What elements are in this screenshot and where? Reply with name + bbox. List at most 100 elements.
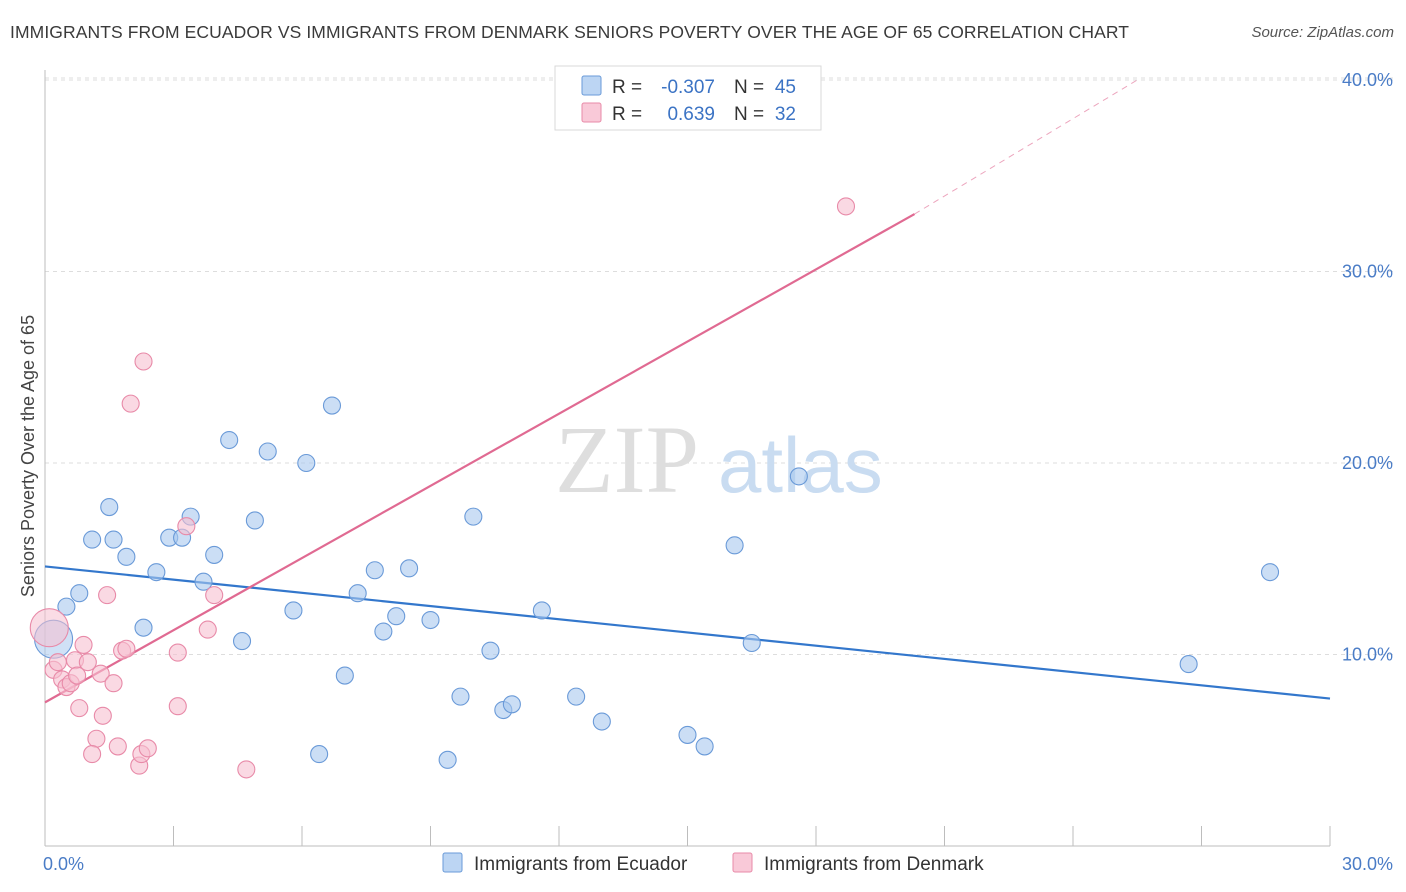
data-point-ecuador [310,745,329,764]
data-point-ecuador [481,641,500,660]
legend-swatch-ecuador [581,75,602,96]
data-point-ecuador [451,687,470,706]
x-tick-label-min: 0.0% [43,854,84,874]
data-point-denmark [48,653,67,672]
data-point-ecuador [1260,563,1280,582]
legend-r-value-ecuador: -0.307 [661,77,715,98]
data-point-ecuador [365,561,384,580]
data-points [29,197,1280,779]
data-point-ecuador [421,610,440,630]
data-point-denmark [87,729,106,748]
trend-lines [44,79,1331,704]
data-point-denmark [29,608,69,648]
legend-n-value-ecuador: 45 [775,77,796,98]
watermark-atlas: atlas [718,421,883,509]
data-point-denmark [78,653,97,672]
trend-line-ecuador [44,565,1331,700]
data-point-ecuador [70,584,89,603]
data-point-denmark [74,635,93,654]
data-point-ecuador [348,584,367,603]
data-point-ecuador [725,536,744,555]
correlation-legend: R = -0.307 N = 45 R = 0.639 N = 32 [554,65,822,131]
data-point-ecuador [117,547,136,566]
data-point-ecuador [532,601,551,620]
source-credit: Source: ZipAtlas.com [1251,24,1394,41]
data-point-ecuador [104,530,123,549]
data-point-ecuador [464,507,483,526]
data-point-ecuador [742,633,761,653]
data-point-ecuador [220,430,239,450]
data-point-ecuador [147,563,166,582]
data-point-ecuador [100,497,119,517]
data-point-denmark [138,739,157,758]
data-point-denmark [121,394,140,413]
y-tick-label: 40.0% [1342,70,1393,90]
series-legend: Immigrants from Ecuador Immigrants from … [442,852,984,875]
x-tick-label-max: 30.0% [1342,854,1393,874]
data-point-denmark [70,699,89,718]
x-axis-ticks [44,826,1331,846]
y-tick-label: 20.0% [1342,453,1393,473]
data-point-ecuador [592,712,611,731]
series-legend-swatch-ecuador [442,852,463,873]
y-tick-label: 30.0% [1342,262,1393,282]
legend-n-value-denmark: 32 [775,104,796,125]
trend-line-denmark [44,213,916,704]
data-point-ecuador [1179,655,1198,674]
data-point-ecuador [134,618,153,637]
data-point-ecuador [400,559,419,578]
data-point-ecuador [695,737,714,756]
data-point-denmark [68,666,87,685]
data-point-denmark [237,760,256,779]
data-point-ecuador [335,666,354,685]
data-point-ecuador [678,725,697,744]
trend-extension-denmark [914,79,1138,215]
data-point-denmark [836,197,856,216]
chart-title: IMMIGRANTS FROM ECUADOR VS IMMIGRANTS FR… [10,22,1130,42]
data-point-ecuador [83,530,102,549]
data-point-ecuador [567,687,586,706]
data-point-ecuador [374,622,393,641]
series-legend-label-ecuador: Immigrants from Ecuador [474,854,688,875]
series-legend-label-denmark: Immigrants from Denmark [764,854,984,875]
data-point-denmark [205,586,224,605]
data-point-ecuador [322,396,342,415]
gridlines [45,77,1393,655]
data-point-ecuador [284,601,303,620]
data-point-denmark [83,745,102,764]
data-point-ecuador [57,597,76,616]
legend-n-label-denmark: N = [734,104,764,125]
data-point-denmark [93,706,112,725]
data-point-denmark [98,586,117,605]
legend-n-label-ecuador: N = [734,77,764,98]
y-axis-label: Seniors Poverty Over the Age of 65 [18,315,38,597]
data-point-denmark [168,697,187,716]
data-point-denmark [177,517,196,536]
data-point-ecuador [258,442,277,461]
data-point-denmark [168,643,187,662]
data-point-ecuador [438,750,457,769]
data-point-denmark [198,620,217,639]
data-point-denmark [117,639,136,658]
data-point-denmark [91,664,110,683]
data-point-ecuador [502,695,521,714]
data-point-denmark [104,674,123,693]
series-legend-swatch-denmark [732,852,753,873]
data-point-ecuador [245,511,264,530]
legend-r-label-denmark: R = [612,104,642,125]
y-tick-labels: 10.0% 20.0% 30.0% 40.0% [1342,70,1393,665]
data-point-ecuador [789,467,808,486]
data-point-ecuador [205,545,224,564]
legend-r-label-ecuador: R = [612,77,642,98]
y-tick-label: 10.0% [1342,645,1393,665]
data-point-ecuador [387,607,406,626]
data-point-ecuador [194,572,213,591]
watermark-zip: ZIP [555,406,699,513]
legend-swatch-denmark [581,102,602,123]
data-point-denmark [134,352,153,371]
data-point-denmark [108,737,127,756]
legend-r-value-denmark: 0.639 [667,104,715,125]
data-point-ecuador [232,632,252,651]
data-point-ecuador [297,453,316,473]
